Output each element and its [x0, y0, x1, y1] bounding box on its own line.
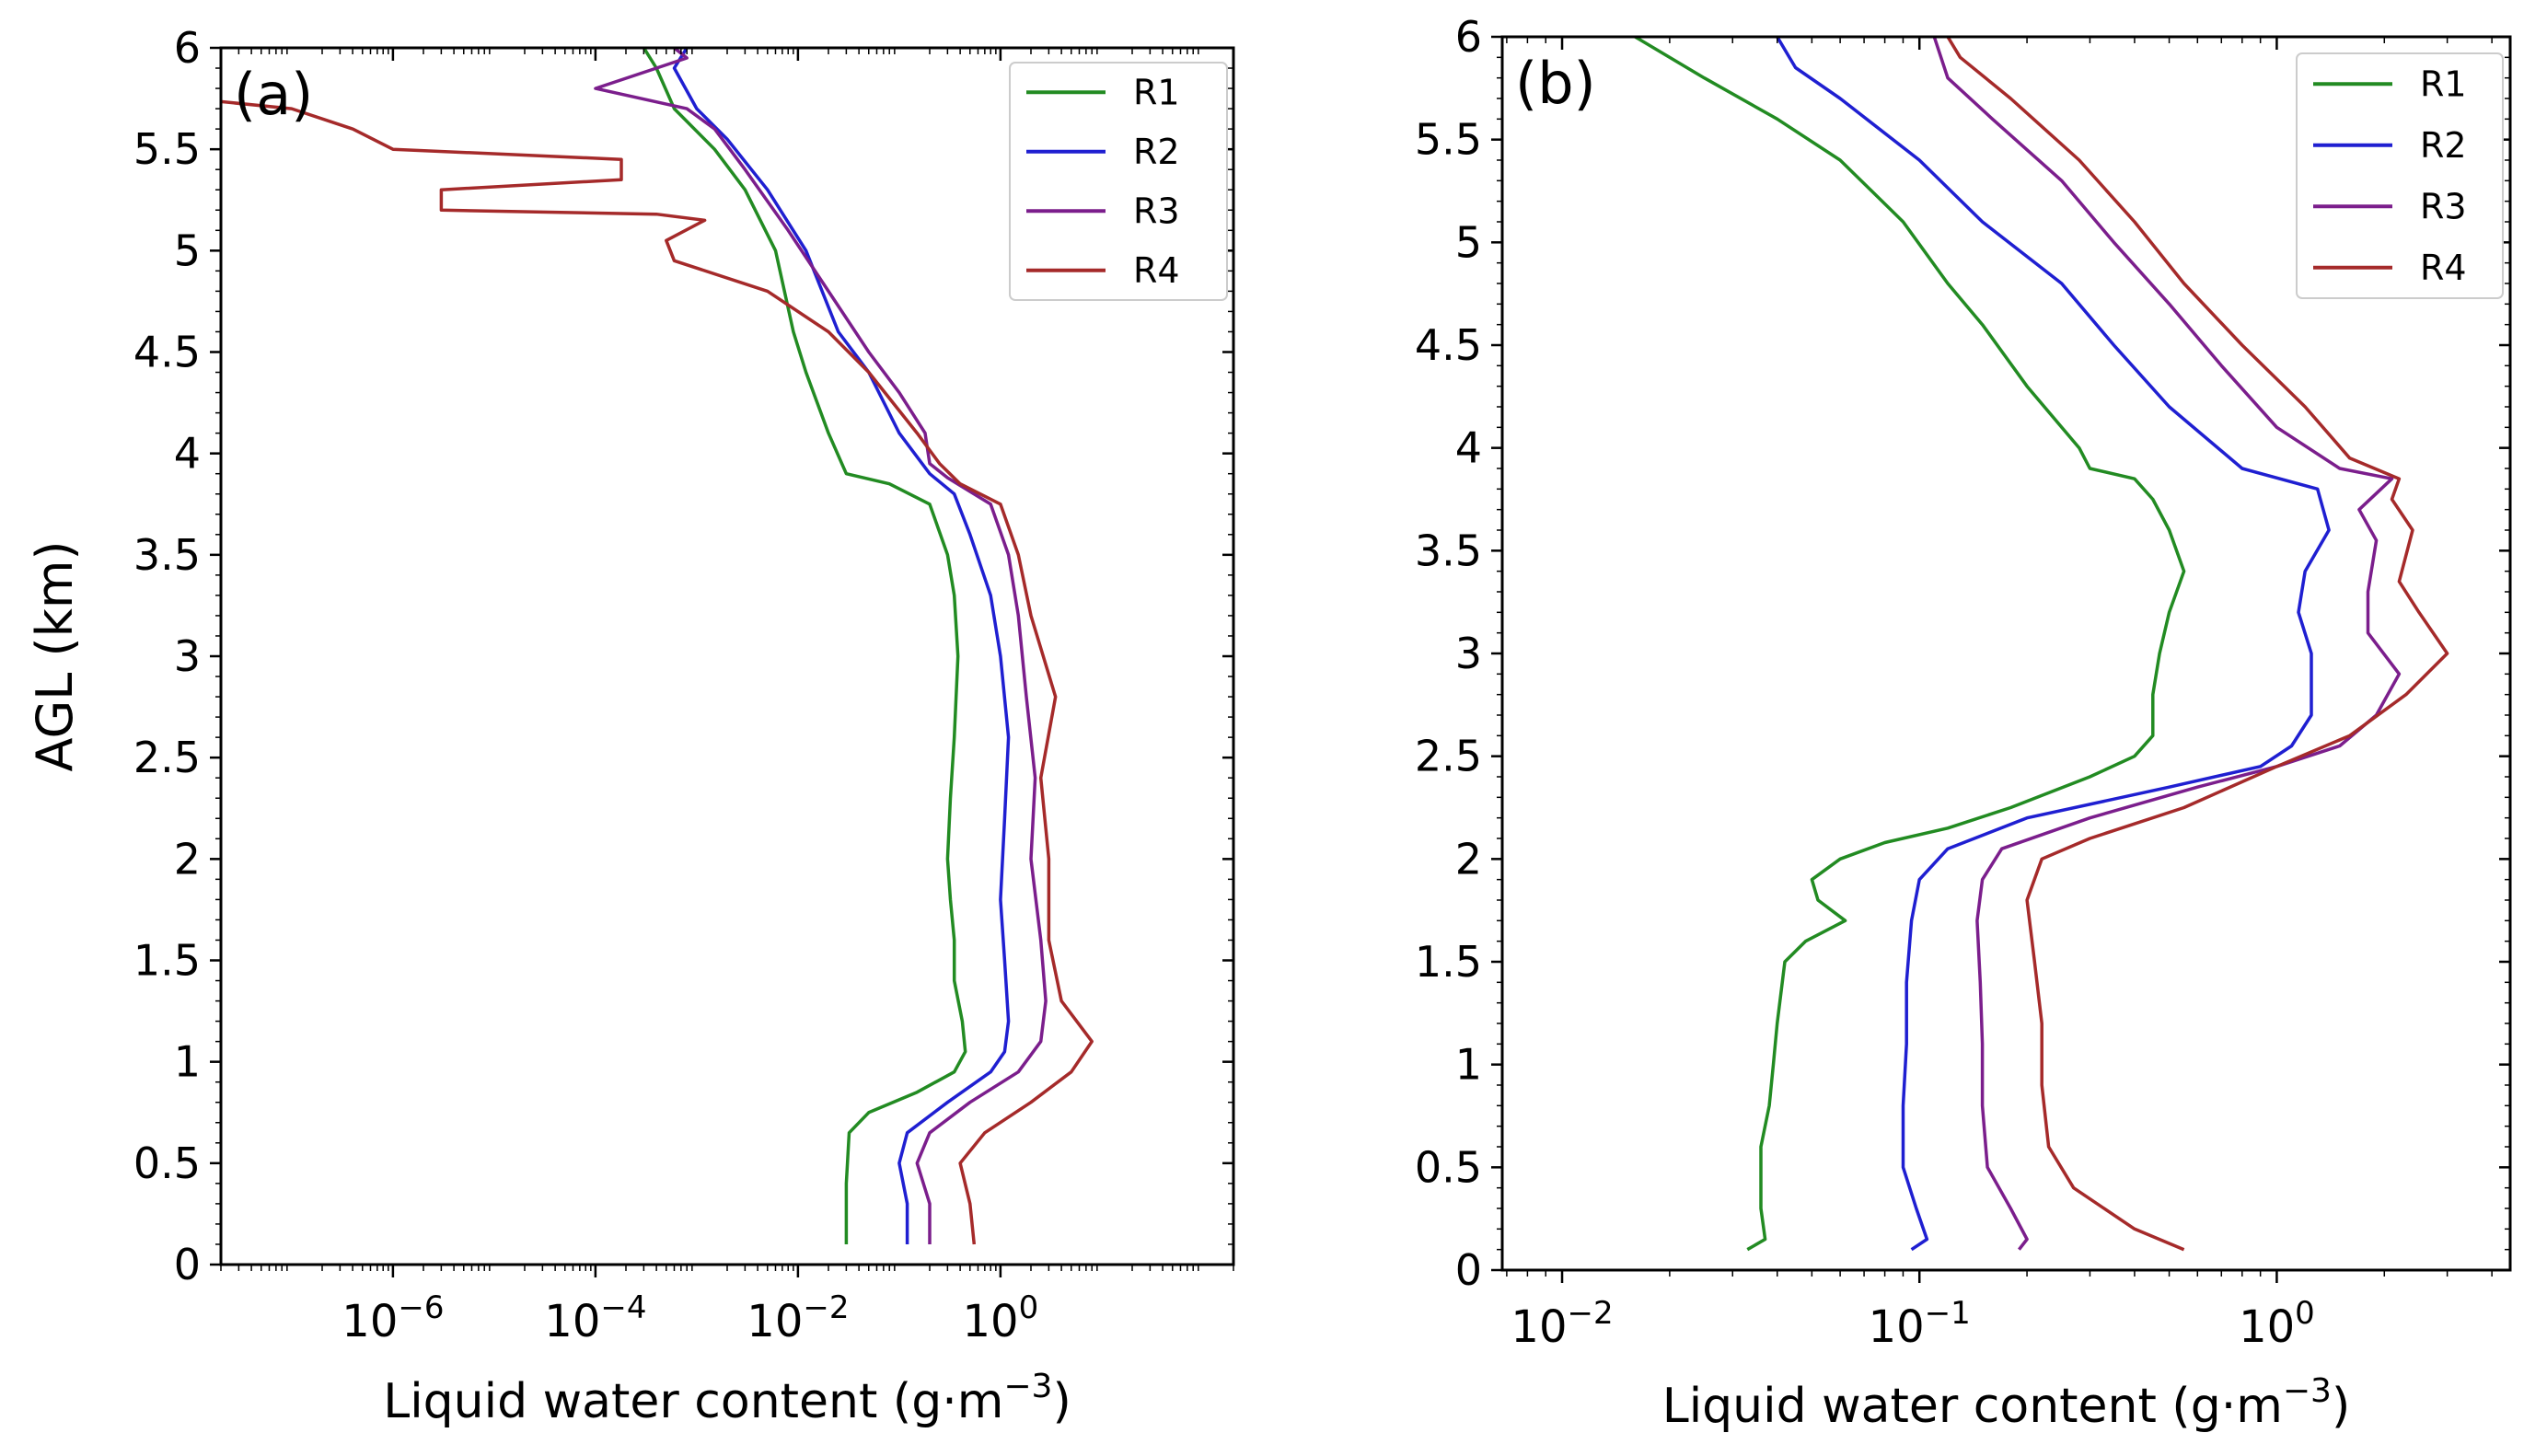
panel-a-ytick-label: 3	[174, 631, 201, 681]
panel-a-ytick-label: 1.5	[133, 936, 201, 986]
panel-b-ytick-label: 2	[1455, 834, 1482, 884]
panel-a-series-r3-line	[594, 48, 1048, 1244]
panel-a-legend-label-r4: R4	[1133, 250, 1180, 291]
panel-b: 0 0.5 1 1.5 2 2.5 3 3.5 4 4.5 5 5.5 6 10−2 10−1 100 Liqu…	[1415, 12, 2512, 1434]
panel-a-legend-label-r2: R2	[1133, 132, 1180, 172]
panel-b-ytick-label: 1	[1455, 1040, 1482, 1090]
panel-b-ytick-label: 5.5	[1415, 115, 1482, 165]
panel-a-series-r2-line	[672, 48, 1011, 1244]
panel-a-legend-label-r1: R1	[1133, 72, 1180, 112]
panel-b-series-r4-line	[1946, 37, 2449, 1252]
panel-a-yaxis-label: AGL (km)	[26, 540, 84, 771]
panel-a: 0 0.5 1 1.5 2 2.5 3 3.5 4 4.5 5 5.5 6 10−6 10−4 10−2 100…	[26, 23, 1235, 1429]
panel-a-xtick-label: 10−4	[544, 1289, 646, 1347]
panel-a-legend-label-r3: R3	[1133, 191, 1180, 231]
panel-b-legend-label-r4: R4	[2420, 248, 2467, 288]
panel-b-ytick-label: 0	[1455, 1245, 1482, 1295]
panel-a-legend-box	[1009, 62, 1228, 301]
panel-b-series-r2-line	[1776, 37, 2331, 1252]
panel-a-series-r1-line	[642, 48, 967, 1244]
panel-b-xtick-label: 10−2	[1511, 1295, 1613, 1353]
panel-b-ytick-label: 3.5	[1415, 526, 1482, 575]
panel-b-legend-label-r3: R3	[2420, 186, 2467, 226]
panel-b-legend-box	[2296, 52, 2504, 299]
panel-b-ytick-label: 2.5	[1415, 732, 1482, 781]
panel-a-ytick-label: 2	[174, 834, 201, 884]
panel-b-series-r1-line	[1634, 37, 2186, 1252]
panel-a-ytick-label: 1	[174, 1037, 201, 1087]
panel-b-series-r3-line	[1932, 37, 2402, 1251]
panel-a-ytick-label: 2.5	[133, 733, 201, 782]
panel-a-ytick-label: 3.5	[133, 530, 201, 580]
panel-a-xtick-label: 100	[963, 1289, 1039, 1347]
panel-a-ytick-label: 5.5	[133, 124, 201, 174]
panel-a-ytick-label: 0	[174, 1240, 201, 1289]
panel-a-xtick-label: 10−2	[747, 1289, 849, 1347]
panel-a-legend: R1 R2 R3 R4	[1009, 62, 1228, 301]
panel-a-ytick-label: 4.5	[133, 328, 201, 377]
panel-b-ytick-label: 4.5	[1415, 320, 1482, 370]
panel-b-xtick-label: 10−1	[1869, 1295, 1971, 1353]
panel-a-xtick-label: 10−6	[342, 1289, 444, 1347]
panel-a-label: (a)	[234, 61, 313, 128]
panel-a-ytick-label: 6	[174, 23, 201, 73]
panel-b-ytick-label: 3	[1455, 629, 1482, 678]
panel-b-label: (b)	[1515, 50, 1596, 117]
panel-b-legend-label-r2: R2	[2420, 125, 2467, 166]
panel-b-legend: R1 R2 R3 R4	[2296, 52, 2504, 299]
panel-a-xaxis-label: Liquid water content (g·m−3)	[383, 1368, 1071, 1429]
panel-b-ytick-label: 0.5	[1415, 1142, 1482, 1192]
panel-b-series-group	[1634, 37, 2449, 1252]
panel-a-ytick-label: 0.5	[133, 1138, 201, 1188]
panel-b-ytick-label: 4	[1455, 423, 1482, 473]
panel-b-xtick-label: 100	[2239, 1295, 2315, 1353]
panel-a-series-group	[221, 48, 1094, 1245]
panel-b-xaxis-label: Liquid water content (g·m−3)	[1662, 1372, 2351, 1434]
panel-b-legend-label-r1: R1	[2420, 64, 2467, 104]
panel-b-ytick-label: 6	[1455, 12, 1482, 62]
panel-a-ytick-label: 4	[174, 429, 201, 479]
panel-a-ytick-label: 5	[174, 225, 201, 275]
panel-a-series-r4-line	[221, 99, 1094, 1245]
panel-b-ytick-label: 1.5	[1415, 937, 1482, 987]
panel-b-ytick-label: 5	[1455, 217, 1482, 267]
